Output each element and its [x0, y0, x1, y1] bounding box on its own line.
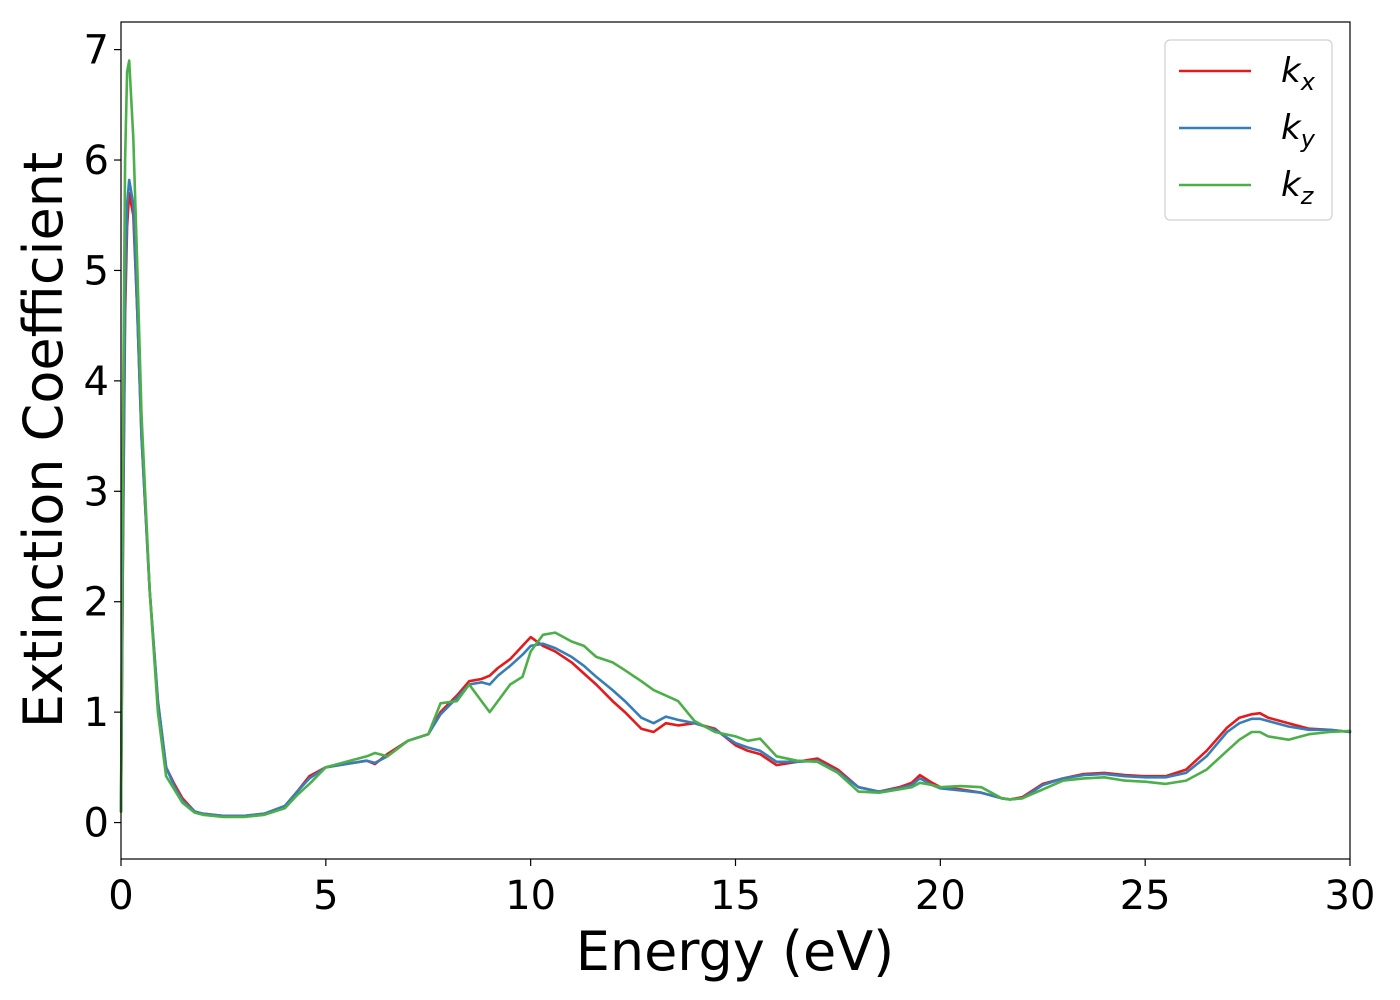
legend-label-subscript: y — [1300, 125, 1316, 153]
y-tick-label: 2 — [84, 580, 109, 626]
y-tick-label: 3 — [84, 469, 109, 515]
series-layer — [119, 59, 1352, 819]
y-tick-label: 1 — [84, 690, 109, 736]
x-tick-label: 30 — [1325, 873, 1376, 919]
series-line-kz — [119, 59, 1352, 819]
plot-area — [121, 22, 1350, 859]
legend-label-main: k — [1281, 51, 1302, 91]
y-axis-title: Extinction Coefficient — [12, 152, 75, 728]
legend-label-main: k — [1281, 108, 1302, 148]
y-axis: 0 1 2 3 4 5 6 7 — [84, 28, 121, 847]
legend-label-subscript: z — [1300, 182, 1315, 210]
x-tick-label: 0 — [108, 873, 133, 919]
legend-label-main: k — [1281, 165, 1302, 205]
x-tick-label: 20 — [915, 873, 966, 919]
x-axis-title: Energy (eV) — [576, 920, 895, 983]
x-tick-label: 10 — [505, 873, 556, 919]
legend-frame — [1164, 39, 1333, 221]
x-axis: 0 5 10 15 20 25 30 — [108, 859, 1375, 919]
y-tick-label: 5 — [84, 248, 109, 294]
x-tick-label: 15 — [710, 873, 761, 919]
x-tick-label: 5 — [313, 873, 338, 919]
y-tick-label: 7 — [84, 28, 109, 74]
x-tick-label: 25 — [1120, 873, 1171, 919]
legend-label-ky: ky — [1281, 108, 1316, 153]
y-tick-label: 0 — [84, 801, 109, 847]
y-tick-label: 6 — [84, 138, 109, 184]
legend-label-subscript: x — [1300, 68, 1316, 96]
legend-label-kx: kx — [1281, 51, 1316, 96]
legend-label-kz: kz — [1281, 165, 1315, 210]
y-tick-label: 4 — [84, 359, 109, 405]
